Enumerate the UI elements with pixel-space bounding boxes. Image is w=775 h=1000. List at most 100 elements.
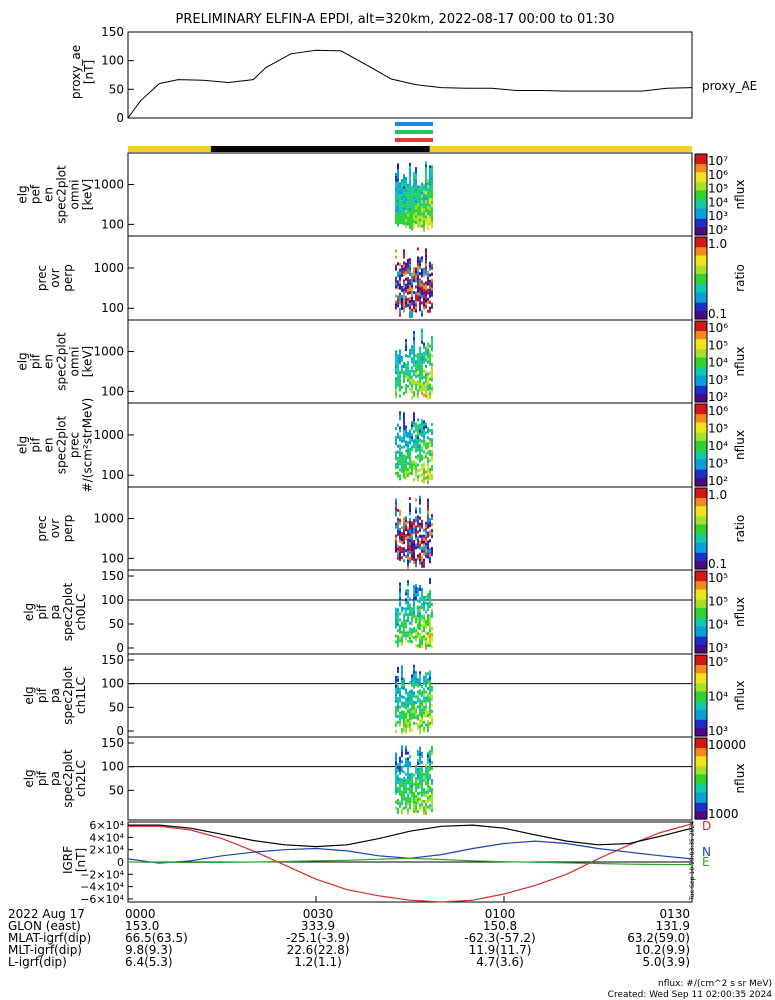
pifprec-spectrogram-cell xyxy=(431,432,433,436)
pifprec-colorbar-tick-label: 10³ xyxy=(708,457,728,471)
pifprec-colorbar-step xyxy=(695,416,707,419)
prec1-spectrogram-cell xyxy=(411,278,413,282)
pifprec-spectrogram-cell xyxy=(403,421,405,425)
ch0-spectrogram-cell xyxy=(431,635,433,639)
prec1-spectrogram-cell xyxy=(421,289,423,293)
pif-spectrogram-cell xyxy=(395,356,397,360)
ch0-spectrogram-cell xyxy=(411,610,413,614)
prec1-colorbar-step xyxy=(695,259,707,263)
pif-spectrogram-cell xyxy=(419,376,421,380)
ch2-spectrogram-cell xyxy=(403,764,405,768)
ch0-spectrogram-cell xyxy=(419,623,421,627)
pifprec-spectrogram-cell xyxy=(427,478,429,482)
ch1-spectrogram-cell xyxy=(395,705,397,709)
prec1-spectrogram-cell xyxy=(409,306,411,310)
pef-spectrogram-cell xyxy=(425,185,427,189)
prec2-spectrogram-cell xyxy=(417,536,419,540)
pef-spectrogram-cell xyxy=(425,182,427,186)
ch1-spectrogram-cell xyxy=(401,695,403,699)
ch0-spectrogram-cell xyxy=(399,612,401,616)
ch2-spectrogram-cell xyxy=(407,787,409,791)
pef-spectrogram-cell xyxy=(409,195,411,199)
pef-spectrogram-cell xyxy=(411,209,413,213)
pif-colorbar-step xyxy=(695,385,707,389)
pif-spectrogram-cell xyxy=(423,357,425,361)
pifprec-spectrogram-cell xyxy=(413,418,415,422)
ch1-spectrogram-cell xyxy=(401,674,403,678)
prec1-spectrogram-cell xyxy=(427,279,429,283)
ch2-spectrogram-cell xyxy=(417,783,419,787)
pef-spectrogram-cell xyxy=(425,164,427,168)
prec1-spectrogram-cell xyxy=(409,288,411,292)
pif-spectrogram-cell xyxy=(413,370,415,374)
pifprec-spectrogram-cell xyxy=(419,450,421,454)
pifprec-spectrogram-cell xyxy=(419,474,421,478)
ch2-spectrogram-cell xyxy=(395,767,397,771)
ch2-spectrogram-cell xyxy=(395,776,397,780)
prec2-spectrogram-cell xyxy=(425,545,427,549)
pifprec-spectrogram-cell xyxy=(415,455,417,459)
pif-spectrogram-cell xyxy=(427,387,429,391)
pef-spectrogram-cell xyxy=(399,188,401,192)
pef-spectrogram-cell xyxy=(397,214,399,218)
pef-spectrogram-cell xyxy=(429,195,431,199)
prec2-spectrogram-cell xyxy=(421,546,423,550)
ch1-spectrogram-cell xyxy=(431,685,433,689)
pif-colorbar-step xyxy=(695,345,707,348)
pif-spectrogram-cell xyxy=(431,348,433,352)
ch1-spectrogram-cell xyxy=(409,690,411,694)
pef-spectrogram-cell xyxy=(407,219,409,223)
ch2-spectrogram-cell xyxy=(405,772,407,776)
pef-ytick-label: 100 xyxy=(101,217,124,231)
prec1-spectrogram-cell xyxy=(427,309,429,313)
ch1-spectrogram-cell xyxy=(417,681,419,685)
pifprec-spectrogram-cell xyxy=(415,422,417,426)
pifprec-spectrogram-cell xyxy=(417,448,419,452)
prec1-spectrogram-cell xyxy=(401,288,403,292)
ch0-spectrogram-cell xyxy=(423,607,425,611)
prec1-colorbar-step xyxy=(695,278,707,281)
pef-spectrogram-cell xyxy=(405,179,407,183)
pif-spectrogram-cell xyxy=(427,375,429,379)
igrf-ytick-label: 6×10⁴ xyxy=(89,819,124,832)
ch0-spectrogram-cell xyxy=(417,635,419,639)
pif-spectrogram-cell xyxy=(403,371,405,375)
pif-spectrogram-cell xyxy=(405,348,407,352)
igrf-ytick-label: −2×10⁴ xyxy=(80,868,124,881)
pifprec-colorbar-step xyxy=(695,414,707,417)
pifprec-spectrogram-cell xyxy=(423,441,425,445)
ch1-spectrogram-cell xyxy=(419,719,421,723)
prec2-spectrogram-cell xyxy=(405,549,407,553)
ch1-spectrogram-cell xyxy=(421,723,423,727)
footer-row-value: -62.3(-57.2) xyxy=(464,931,535,945)
ch2-spectrogram-cell xyxy=(429,750,431,754)
pef-spectrogram-cell xyxy=(405,182,407,186)
pifprec-spectrogram-cell xyxy=(397,459,399,463)
ch2-spectrogram-cell xyxy=(411,784,413,788)
ch1-spectrogram-cell xyxy=(417,696,419,700)
prec2-spectrogram-cell xyxy=(421,537,423,541)
ch2-spectrogram-cell xyxy=(425,781,427,785)
ch1-colorbar-step xyxy=(695,695,707,699)
ch0-spectrogram-cell xyxy=(415,584,417,588)
ch2-colorbar-step xyxy=(695,796,707,800)
ch2-spectrogram-cell xyxy=(397,763,399,767)
ch2-spectrogram-cell xyxy=(423,772,425,776)
ch2-spectrogram-cell xyxy=(397,781,399,785)
ch0-spectrogram-cell xyxy=(417,590,419,594)
prec2-spectrogram-cell xyxy=(431,547,433,551)
ch1-spectrogram-cell xyxy=(413,703,415,707)
pif-colorbar-step xyxy=(695,335,707,338)
pif-spectrogram-cell xyxy=(429,392,431,396)
pifprec-spectrogram-cell xyxy=(403,466,405,470)
pif-spectrogram-cell xyxy=(411,396,413,400)
prec1-spectrogram-cell xyxy=(411,299,413,303)
pifprec-spectrogram-cell xyxy=(409,447,411,451)
pef-colorbar-step xyxy=(695,220,707,224)
prec1-spectrogram-cell xyxy=(399,307,401,311)
ch2-spectrogram-cell xyxy=(401,778,403,782)
pif-colorbar-step xyxy=(695,367,707,371)
ch2-spectrogram-cell xyxy=(415,777,417,781)
pef-spectrogram-cell xyxy=(423,193,425,197)
pif-spectrogram-cell xyxy=(429,395,431,399)
